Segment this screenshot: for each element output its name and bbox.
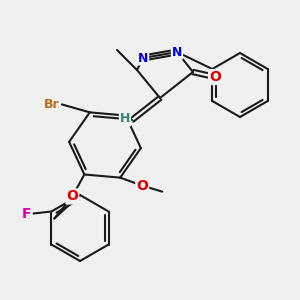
Text: F: F <box>22 206 31 220</box>
Text: N: N <box>172 46 182 59</box>
Text: O: O <box>66 190 78 203</box>
Text: O: O <box>209 70 221 84</box>
Text: O: O <box>136 178 148 193</box>
Text: N: N <box>138 52 148 64</box>
Text: H: H <box>120 112 130 125</box>
Text: Br: Br <box>44 98 60 111</box>
